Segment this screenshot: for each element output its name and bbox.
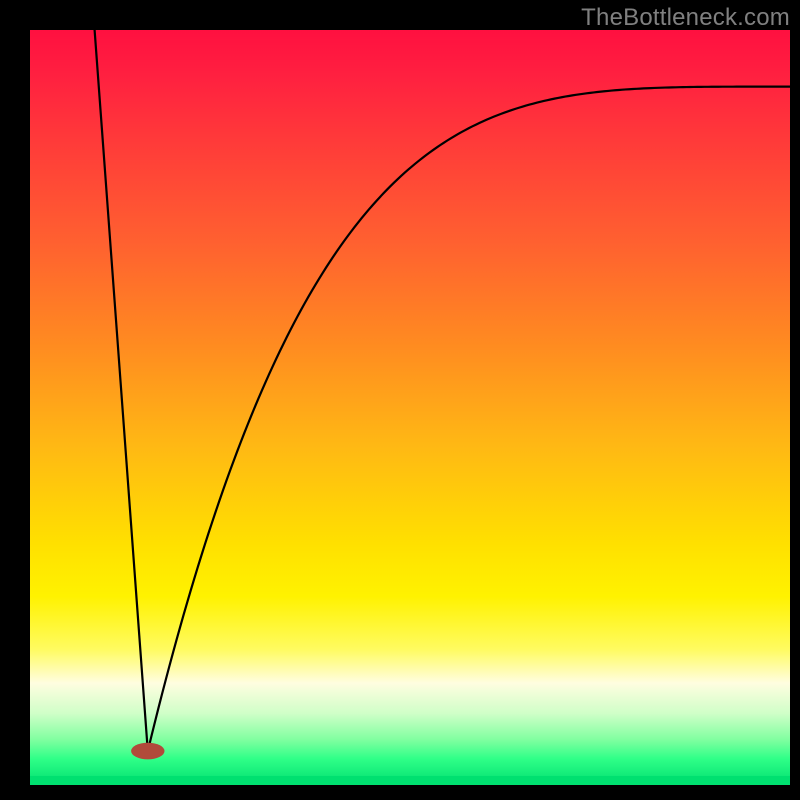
- bottom-band: [30, 776, 790, 785]
- gradient-background: [30, 30, 790, 785]
- chart-svg: [30, 30, 790, 785]
- dip-marker: [131, 743, 164, 760]
- plot-area: [30, 30, 790, 785]
- watermark-text: TheBottleneck.com: [581, 4, 790, 32]
